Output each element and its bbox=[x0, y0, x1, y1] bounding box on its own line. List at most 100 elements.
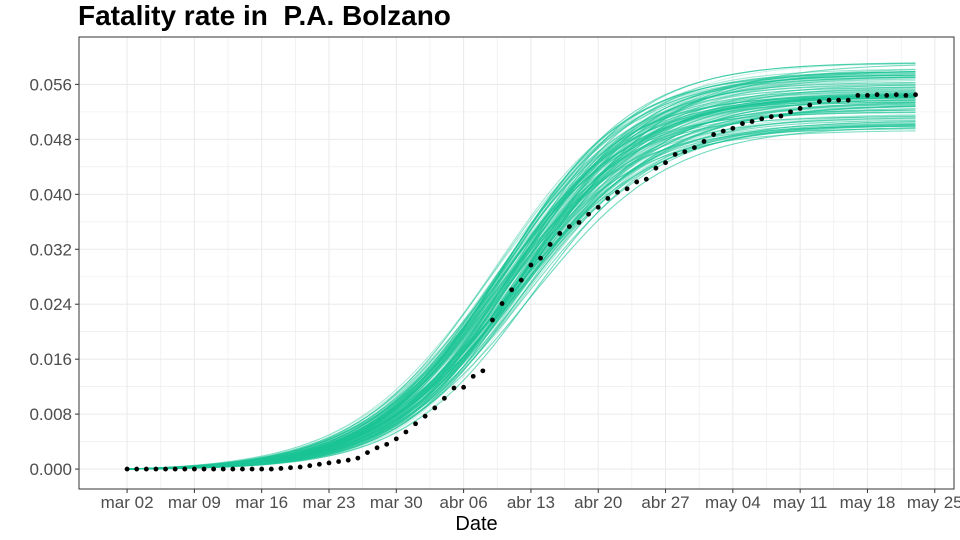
x-tick-label: abr 27 bbox=[641, 493, 689, 512]
chart-title: Fatality rate in P.A. Bolzano bbox=[78, 0, 451, 31]
observed-point bbox=[470, 373, 476, 379]
simulation-line bbox=[127, 125, 916, 470]
y-tick-label: 0.016 bbox=[29, 350, 72, 369]
observed-point bbox=[865, 92, 870, 98]
observed-point bbox=[884, 92, 890, 98]
observed-point bbox=[759, 116, 765, 122]
observed-point bbox=[413, 421, 418, 427]
observed-point bbox=[538, 255, 543, 261]
observed-point bbox=[441, 395, 447, 401]
observed-point bbox=[836, 97, 842, 103]
observed-point bbox=[326, 460, 332, 466]
x-tick-label: may 18 bbox=[840, 493, 896, 512]
observed-point bbox=[547, 242, 553, 247]
observed-point bbox=[403, 429, 409, 435]
simulation-line bbox=[127, 118, 916, 470]
observed-point bbox=[720, 128, 726, 134]
observed-point bbox=[153, 466, 159, 472]
observed-point bbox=[518, 277, 524, 283]
y-tick-label: 0.048 bbox=[29, 130, 72, 149]
observed-point bbox=[461, 384, 467, 390]
observed-point bbox=[826, 97, 832, 103]
axes: 0.000 0.008 0.016 0.024 0.032 0.040 0.048 0.056… bbox=[29, 75, 960, 512]
x-tick-label: may 04 bbox=[705, 493, 761, 512]
observed-point bbox=[605, 196, 611, 201]
observed-point bbox=[490, 317, 495, 323]
observed-point bbox=[172, 466, 178, 472]
observed-point bbox=[422, 413, 428, 419]
observed-point bbox=[268, 466, 274, 472]
observed-point bbox=[730, 125, 736, 131]
x-tick-label: mar 30 bbox=[370, 493, 423, 512]
x-tick-label: abr 20 bbox=[574, 493, 622, 512]
observed-points bbox=[124, 92, 918, 472]
observed-point bbox=[297, 464, 303, 470]
simulation-line bbox=[127, 117, 916, 470]
observed-point bbox=[134, 466, 140, 472]
observed-point bbox=[451, 385, 457, 391]
x-tick-label: mar 16 bbox=[235, 493, 288, 512]
observed-point bbox=[701, 139, 707, 144]
observed-point bbox=[807, 102, 813, 108]
observed-point bbox=[240, 466, 245, 472]
observed-point bbox=[913, 92, 918, 98]
observed-point bbox=[740, 121, 745, 126]
simulation-line bbox=[127, 95, 916, 470]
simulation-line bbox=[127, 84, 916, 470]
observed-point bbox=[393, 436, 399, 442]
simulation-lines bbox=[127, 62, 916, 470]
observed-point bbox=[278, 465, 284, 471]
simulation-line bbox=[127, 92, 916, 470]
observed-point bbox=[672, 152, 678, 157]
observed-point bbox=[663, 160, 668, 166]
simulation-line bbox=[127, 77, 916, 470]
observed-point bbox=[682, 149, 688, 155]
observed-point bbox=[509, 287, 515, 293]
observed-point bbox=[653, 165, 659, 171]
observed-point bbox=[336, 459, 342, 464]
observed-point bbox=[124, 466, 130, 472]
observed-point bbox=[288, 465, 293, 471]
observed-point bbox=[316, 461, 322, 467]
y-tick-label: 0.040 bbox=[29, 185, 72, 204]
observed-point bbox=[615, 189, 620, 195]
observed-point bbox=[249, 466, 255, 472]
x-tick-label: may 25 bbox=[907, 493, 960, 512]
observed-point bbox=[259, 466, 265, 472]
observed-point bbox=[749, 119, 755, 124]
observed-point bbox=[384, 441, 390, 447]
x-tick-label: abr 06 bbox=[440, 493, 488, 512]
simulation-line bbox=[127, 125, 916, 470]
observed-point bbox=[845, 97, 851, 103]
y-tick-label: 0.032 bbox=[29, 240, 72, 259]
simulation-line bbox=[127, 96, 916, 470]
observed-point bbox=[374, 445, 380, 451]
observed-point bbox=[903, 92, 909, 98]
y-tick-label: 0.000 bbox=[29, 460, 72, 479]
observed-point bbox=[768, 114, 774, 120]
x-tick-label: abr 13 bbox=[507, 493, 555, 512]
x-axis-title: Date bbox=[455, 513, 497, 535]
observed-point bbox=[201, 466, 207, 472]
observed-point bbox=[643, 176, 649, 182]
x-tick-label: mar 09 bbox=[168, 493, 221, 512]
observed-point bbox=[586, 211, 592, 217]
simulation-line bbox=[127, 121, 916, 470]
observed-point bbox=[211, 466, 217, 472]
observed-point bbox=[893, 92, 899, 98]
observed-point bbox=[480, 368, 486, 374]
observed-point bbox=[355, 455, 361, 461]
observed-point bbox=[528, 262, 534, 268]
observed-point bbox=[191, 466, 197, 472]
observed-point bbox=[230, 466, 236, 472]
observed-point bbox=[595, 204, 601, 210]
observed-point bbox=[634, 179, 640, 185]
observed-point bbox=[855, 92, 861, 98]
observed-point bbox=[220, 466, 226, 472]
simulation-line bbox=[127, 119, 916, 470]
panel-border bbox=[78, 36, 955, 490]
y-tick-label: 0.024 bbox=[29, 295, 72, 314]
observed-point bbox=[163, 466, 168, 472]
simulation-line bbox=[127, 118, 916, 470]
